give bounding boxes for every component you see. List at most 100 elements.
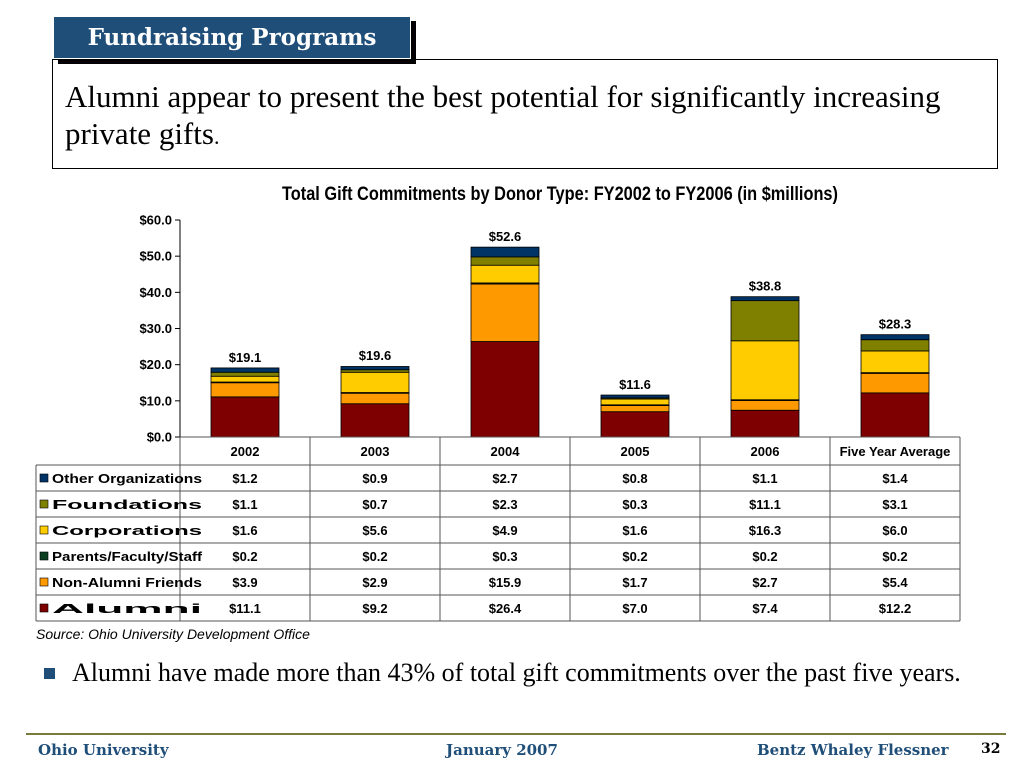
- table-cell-value: $1.1: [752, 471, 777, 486]
- table-cell-value: $12.2: [879, 601, 912, 616]
- table-cell-value: $1.7: [622, 575, 647, 590]
- bar-total-label: $52.6: [489, 229, 522, 244]
- bar-segment-other-organizations: [730, 296, 800, 302]
- bar-segment-corporations: [470, 264, 540, 284]
- bar-segment-non-alumni-friends: [600, 405, 670, 413]
- category-label: 2002: [231, 444, 260, 459]
- footer-divider: [26, 733, 1006, 735]
- bar-segment-non-alumni-friends: [210, 382, 280, 398]
- table-cell-value: $1.4: [882, 471, 908, 486]
- bar-total-label: $19.1: [229, 350, 262, 365]
- table-cell-value: $26.4: [489, 601, 522, 616]
- table-cell-value: $0.7: [362, 497, 387, 512]
- bullet-square-icon: [44, 668, 55, 679]
- table-cell-value: $1.6: [622, 523, 647, 538]
- headline-text: Alumni appear to present the best potent…: [65, 79, 941, 151]
- bar-segment-alumni: [210, 396, 280, 438]
- bar-segment-non-alumni-friends: [340, 392, 410, 405]
- table-cell-value: $1.6: [232, 523, 257, 538]
- table-cell-value: $5.6: [362, 523, 387, 538]
- legend-swatch: [39, 551, 49, 561]
- y-tick-label: $40.0: [139, 285, 172, 300]
- bullet-point: Alumni have made more than 43% of total …: [44, 656, 984, 690]
- legend-swatch: [39, 499, 49, 509]
- legend-swatch: [39, 473, 49, 483]
- bar-segment-foundations: [860, 339, 930, 352]
- category-label: 2005: [621, 444, 650, 459]
- bar-total-label: $19.6: [359, 348, 392, 363]
- source-note: Source: Ohio University Development Offi…: [36, 626, 310, 642]
- category-label: 2006: [751, 444, 780, 459]
- table-cell-value: $4.9: [492, 523, 517, 538]
- legend-label: Foundations: [52, 498, 202, 512]
- table-cell-value: $2.7: [492, 471, 517, 486]
- legend-label: Other Organizations: [52, 472, 202, 486]
- bar-segment-corporations: [210, 375, 280, 383]
- legend-swatch: [39, 577, 49, 587]
- table-cell-value: $0.2: [362, 549, 387, 564]
- bar-segment-other-organizations: [470, 246, 540, 258]
- y-tick-label: $10.0: [139, 393, 172, 408]
- bar-segment-non-alumni-friends: [470, 283, 540, 342]
- bar-total-label: $38.8: [749, 279, 782, 294]
- legend-label: Alumni: [52, 602, 202, 616]
- table-cell-value: $11.1: [749, 497, 781, 512]
- table-cell-value: $16.3: [749, 523, 782, 538]
- bar-segment-other-organizations: [860, 334, 930, 341]
- table-cell-value: $2.9: [362, 575, 387, 590]
- bar-segment-alumni: [470, 341, 540, 438]
- table-cell-value: $0.2: [752, 549, 777, 564]
- bar-segment-other-organizations: [210, 367, 280, 373]
- headline-box: Alumni appear to present the best potent…: [52, 59, 998, 169]
- table-cell-value: $2.3: [492, 497, 517, 512]
- table-cell-value: $7.4: [752, 601, 778, 616]
- table-cell-value: $1.2: [232, 471, 257, 486]
- category-label: Five Year Average: [840, 444, 951, 459]
- table-cell-value: $5.4: [882, 575, 908, 590]
- bar-segment-alumni: [730, 409, 800, 438]
- table-cell-value: $0.3: [492, 549, 517, 564]
- table-cell-value: $9.2: [362, 601, 387, 616]
- legend-swatch: [39, 525, 49, 535]
- bar-segment-foundations: [210, 371, 280, 377]
- table-cell-value: $0.3: [622, 497, 647, 512]
- bar-segment-corporations: [730, 340, 800, 401]
- y-tick-label: $50.0: [139, 249, 172, 264]
- table-cell-value: $0.2: [882, 549, 907, 564]
- table-cell-value: $0.9: [362, 471, 387, 486]
- table-cell-value: $3.1: [882, 497, 907, 512]
- page-number: 32: [981, 741, 1001, 757]
- bar-segment-corporations: [600, 398, 670, 406]
- table-cell-value: $1.1: [232, 497, 257, 512]
- table-cell-value: $0.2: [232, 549, 257, 564]
- footer-firm: Bentz Whaley Flessner: [757, 741, 949, 759]
- table-cell-value: $11.1: [229, 601, 261, 616]
- bar-segment-alumni: [600, 411, 670, 438]
- table-cell-value: $7.0: [622, 601, 647, 616]
- bar-segment-alumni: [340, 403, 410, 438]
- headline-period: .: [213, 124, 220, 149]
- bar-segment-foundations: [470, 256, 540, 266]
- chart-title: Total Gift Commitments by Donor Type: FY…: [282, 184, 838, 205]
- table-cell-value: $0.2: [622, 549, 647, 564]
- footer-date: January 2007: [446, 741, 558, 759]
- bar-segment-foundations: [730, 300, 800, 342]
- bar-total-label: $11.6: [619, 377, 651, 392]
- section-label: Fundraising Programs: [53, 16, 411, 59]
- legend-label: Non-Alumni Friends: [52, 576, 202, 590]
- bullet-text: Alumni have made more than 43% of total …: [72, 658, 961, 687]
- bar-segment-corporations: [860, 350, 930, 374]
- legend-label: Corporations: [52, 524, 202, 538]
- bar-segment-alumni: [860, 392, 930, 438]
- y-tick-label: $0.0: [147, 430, 172, 445]
- bar-segment-non-alumni-friends: [860, 372, 930, 394]
- bar-total-label: $28.3: [879, 317, 912, 332]
- bar-segment-other-organizations: [600, 394, 670, 399]
- legend-swatch: [39, 603, 49, 613]
- table-cell-value: $3.9: [232, 575, 257, 590]
- y-tick-label: $20.0: [139, 357, 172, 372]
- bar-segment-other-organizations: [340, 366, 410, 371]
- legend-label: Parents/Faculty/Staff: [52, 550, 203, 564]
- bar-segment-non-alumni-friends: [730, 400, 800, 411]
